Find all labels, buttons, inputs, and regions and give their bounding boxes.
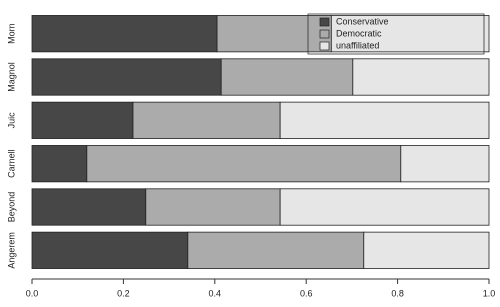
bar-segment — [216, 15, 332, 53]
y-tick-label: Morn — [6, 23, 16, 44]
bar-segment — [145, 188, 281, 226]
x-tick-label: 0.4 — [209, 288, 222, 298]
legend-label: unaffiliated — [336, 40, 379, 50]
legend-swatch — [319, 41, 330, 51]
y-tick-label: Carnell — [6, 149, 16, 178]
bar-segment — [279, 188, 490, 226]
y-tick-label: Magnol — [6, 62, 16, 92]
bar-segment — [220, 58, 354, 96]
bar-segment — [132, 101, 281, 139]
bar-segment — [31, 101, 134, 139]
x-tick-label: 1.0 — [483, 288, 496, 298]
bar-segment — [31, 15, 218, 53]
y-tick-label: Angerem — [6, 232, 16, 269]
bar-segment — [31, 58, 222, 96]
bar-segment — [31, 231, 189, 269]
legend-swatch — [319, 29, 330, 39]
bar-segment — [400, 145, 490, 183]
bar-segment — [86, 145, 402, 183]
legend-swatch — [319, 17, 330, 27]
bar-segment — [330, 15, 490, 53]
y-tick-label: Beyond — [6, 192, 16, 223]
bar-segment — [31, 145, 88, 183]
legend-label: Democratic — [336, 28, 382, 38]
x-tick-label: 0.0 — [26, 288, 39, 298]
bar-segment — [31, 188, 147, 226]
bar-segment — [363, 231, 490, 269]
legend-box — [307, 13, 485, 55]
bar-segment — [352, 58, 490, 96]
y-tick-label: Juic — [6, 112, 16, 129]
x-tick-label: 0.8 — [391, 288, 404, 298]
x-tick-label: 0.2 — [117, 288, 130, 298]
legend-label: Conservative — [336, 16, 389, 26]
x-tick-label: 0.6 — [300, 288, 313, 298]
bar-segment — [187, 231, 365, 269]
bar-segment — [279, 101, 490, 139]
